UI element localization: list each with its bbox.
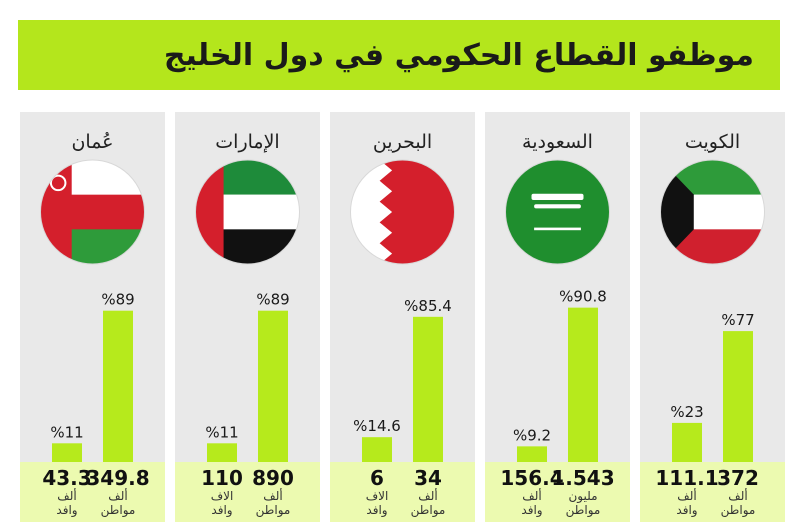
unit-citizens-line1: ألف [728,488,747,503]
count-expats: 110 [201,466,243,490]
saudi-flag-icon [505,160,610,264]
unit-citizens-line2: مواطن [566,503,601,518]
bar-citizens [258,310,288,462]
unit-citizens-line2: مواطن [101,503,136,518]
pct-label-citizens: %77 [721,311,754,329]
country-name: الإمارات [215,131,279,153]
count-citizens: 34 [414,466,442,490]
flag-rim [40,159,145,265]
country-name: عُمان [71,131,113,153]
unit-expats-line1: ألف [522,488,541,503]
flag-script-line [534,204,581,209]
pct-label-expats: %14.6 [353,417,401,435]
count-citizens: 1.543 [551,466,614,490]
flag-rim [350,159,455,265]
title-banner: موظفو القطاع الحكومي في دول الخليج [18,20,780,90]
pct-label-expats: %23 [670,403,703,421]
unit-citizens-line2: مواطن [411,503,446,518]
bar-citizens [413,316,443,462]
country-name: البحرين [373,131,432,153]
value-band [640,462,785,522]
flag-emblem [49,174,67,192]
pct-label-citizens: %89 [101,291,134,309]
unit-citizens-line2: مواطن [721,503,756,518]
unit-expats-line2: وافد [521,503,542,518]
bar-expats [672,422,702,462]
flag-serrated-band [350,160,393,264]
chart-title: موظفو القطاع الحكومي في دول الخليج [163,37,754,73]
pct-label-expats: %11 [205,423,238,441]
count-expats: 6 [370,466,384,490]
bar-expats [362,437,392,462]
count-expats: 43.3 [42,466,91,490]
unit-expats-line1: ألف [57,488,76,503]
kuwait-flag-icon [660,160,765,264]
pct-label-citizens: %90.8 [559,288,607,306]
count-citizens: 890 [252,466,294,490]
pct-label-citizens: %89 [256,291,289,309]
unit-citizens-line1: مليون [568,489,597,504]
value-band [330,462,475,522]
bar-expats [207,443,237,462]
bar-citizens [568,307,598,462]
count-expats: 111.1 [655,466,718,490]
flag-rim [660,159,765,265]
bar-citizens [723,331,753,462]
uae-flag-icon [195,160,300,264]
unit-expats-line2: وافد [56,503,77,518]
unit-expats-line2: وافد [676,503,697,518]
pct-label-citizens: %85.4 [404,297,452,315]
bar-expats [517,446,547,462]
flag-script-line [531,193,584,201]
count-citizens: 372 [717,466,759,490]
count-citizens: 349.8 [86,466,149,490]
flag-field [505,160,610,264]
unit-expats-line2: وافد [211,503,232,518]
count-expats: 156.4 [500,466,563,490]
country-name: السعودية [522,131,593,153]
unit-expats-line1: الاف [366,489,389,503]
pct-label-expats: %11 [50,423,83,441]
flag-trapezoid [660,160,694,264]
pct-label-expats: %9.2 [513,426,551,444]
oman-flag-icon [40,160,145,264]
value-band [485,462,630,522]
unit-citizens-line1: ألف [263,488,282,503]
bar-expats [52,443,82,462]
flag-sword [534,227,581,231]
unit-expats-line2: وافد [366,503,387,518]
value-band [175,462,320,522]
flag-rim [505,159,610,265]
unit-expats-line1: ألف [677,488,696,503]
flag-rim [195,159,300,265]
unit-citizens-line2: مواطن [256,503,291,518]
unit-citizens-line1: ألف [108,488,127,503]
bahrain-flag-icon [350,160,455,264]
value-band [20,462,165,522]
unit-expats-line1: الاف [211,489,234,503]
country-name: الكويت [685,131,740,153]
unit-citizens-line1: ألف [418,488,437,503]
bar-citizens [103,310,133,462]
